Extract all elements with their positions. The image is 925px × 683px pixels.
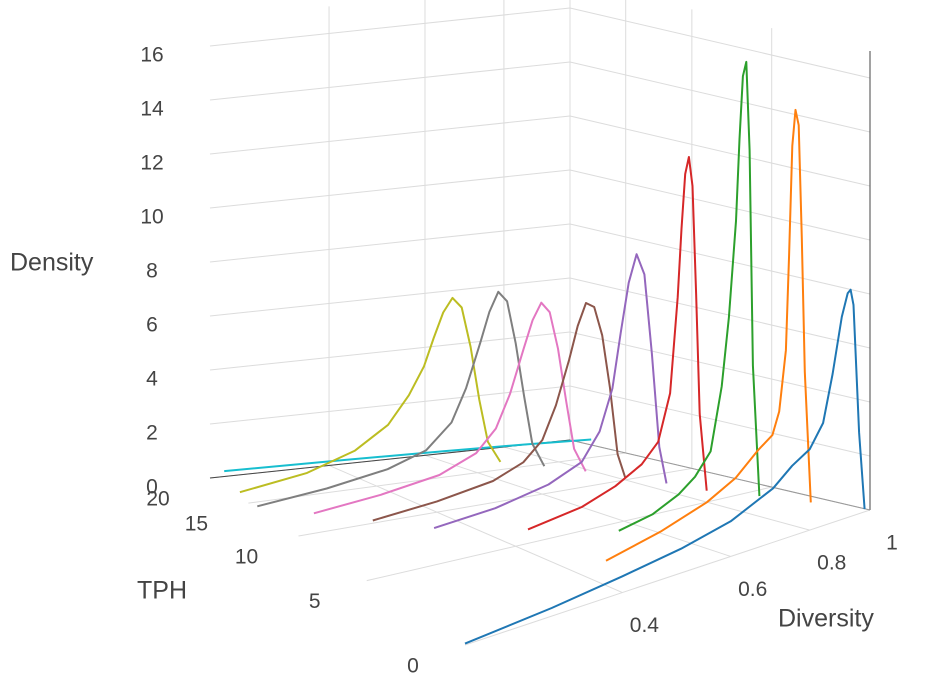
x-axis-title: Diversity (778, 605, 874, 633)
series-layer (224, 60, 866, 645)
wall-grid-line (209, 277, 571, 317)
wall-grid-line (569, 385, 871, 457)
floor-grid-line (424, 454, 731, 557)
wall-grid-line (209, 7, 571, 47)
z-tick-label: 8 (146, 260, 158, 283)
wall-grid-line (569, 169, 871, 241)
y-tick-label: 20 (146, 488, 169, 511)
x-tick-label: 0.6 (738, 578, 767, 601)
z-tick-label: 4 (146, 368, 158, 391)
z-tick-label: 0 (146, 476, 158, 499)
wall-grid-line (209, 61, 571, 101)
wall-grid-line (209, 223, 571, 263)
floor-grid-line (248, 452, 626, 504)
y-tick-label: 10 (235, 546, 258, 569)
wall-grid-line (569, 115, 871, 187)
floor-grid-line (298, 467, 692, 537)
z-axis-title: Density (10, 249, 94, 277)
grid-layer (209, 0, 871, 646)
label-layer: Density TPH Diversity 02468101214160.40.… (10, 44, 898, 678)
floor-grid-line (503, 446, 810, 531)
floor-grid-line (464, 509, 871, 646)
y-tick-label: 15 (185, 513, 208, 536)
density-line (224, 438, 592, 473)
density-line (239, 296, 502, 494)
density-line (527, 156, 708, 531)
z-tick-label: 14 (140, 98, 164, 121)
wall-grid-line (209, 331, 571, 371)
x-tick-label: 0.8 (817, 552, 846, 575)
floor-grid-line (328, 464, 623, 593)
density-line (372, 302, 627, 522)
wall-grid-line (209, 169, 571, 209)
axis-line (569, 439, 871, 511)
y-axis-title: TPH (137, 577, 187, 605)
density-line (618, 60, 761, 532)
density-line (313, 301, 587, 515)
z-tick-label: 6 (146, 314, 158, 337)
density-line (605, 108, 812, 562)
wall-grid-line (569, 277, 871, 349)
density-line (464, 288, 866, 645)
wall-grid-line (569, 61, 871, 133)
wall-grid-line (209, 115, 571, 155)
z-tick-label: 12 (140, 152, 163, 175)
density-line (257, 290, 546, 508)
x-tick-label: 1 (886, 532, 898, 555)
z-tick-label: 16 (140, 44, 163, 67)
y-tick-label: 5 (309, 590, 321, 613)
z-tick-label: 10 (140, 206, 163, 229)
density-line (433, 253, 668, 530)
floor-grid-line (366, 486, 772, 582)
y-tick-label: 0 (407, 655, 419, 678)
wall-grid-line (569, 7, 871, 79)
wall-grid-line (209, 385, 571, 425)
x-tick-label: 0.4 (630, 614, 660, 637)
z-tick-label: 2 (146, 422, 158, 445)
wall-grid-line (569, 223, 871, 295)
